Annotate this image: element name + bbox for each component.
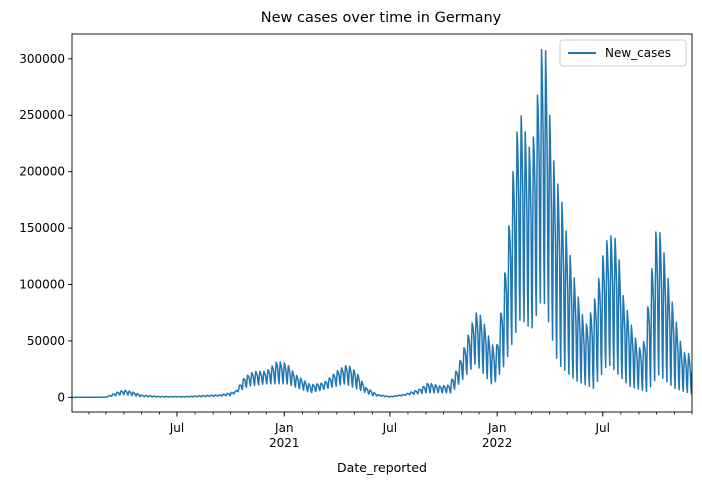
chart-title: New cases over time in Germany [261, 10, 502, 26]
x-tick-label: Jan [487, 421, 507, 435]
y-tick-label: 300000 [19, 52, 65, 66]
x-axis-label: Date_reported [337, 460, 427, 475]
y-tick-label: 200000 [19, 165, 65, 179]
y-tick-label: 100000 [19, 277, 65, 291]
x-tick-year-label: 2021 [269, 436, 300, 450]
x-tick-label: Jul [595, 421, 610, 435]
legend-box [559, 39, 687, 67]
series-line-new-cases [72, 49, 692, 399]
y-tick-label: 250000 [19, 108, 65, 122]
x-tick-label: Jan [274, 421, 294, 435]
y-tick-label: 0 [57, 390, 65, 404]
y-tick-label: 150000 [19, 221, 65, 235]
y-tick-label: 50000 [27, 334, 65, 348]
y-axis: 0 50000 100000 150000 200000 250000 300000 [19, 52, 72, 404]
legend: New_cases [559, 39, 687, 67]
plot-frame [71, 33, 693, 413]
x-tick-label: Jul [382, 421, 397, 435]
x-tick-year-label: 2022 [482, 436, 513, 450]
legend-label: New_cases [605, 46, 671, 60]
x-tick-label: Jul [169, 421, 184, 435]
